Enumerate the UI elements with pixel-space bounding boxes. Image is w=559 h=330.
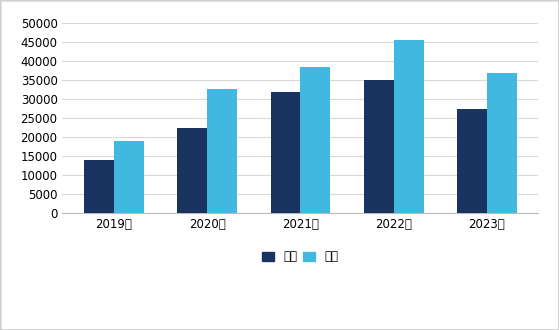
Bar [207, 89, 237, 213]
Bar [364, 80, 394, 213]
Bar [487, 74, 517, 213]
Bar [84, 160, 114, 213]
Bar [394, 40, 424, 213]
Bar [457, 109, 487, 213]
Bar [300, 67, 330, 213]
Bar [177, 128, 207, 213]
Legend: 注册, 备案: 注册, 备案 [258, 246, 343, 268]
Bar [271, 92, 300, 213]
Bar [114, 141, 144, 213]
